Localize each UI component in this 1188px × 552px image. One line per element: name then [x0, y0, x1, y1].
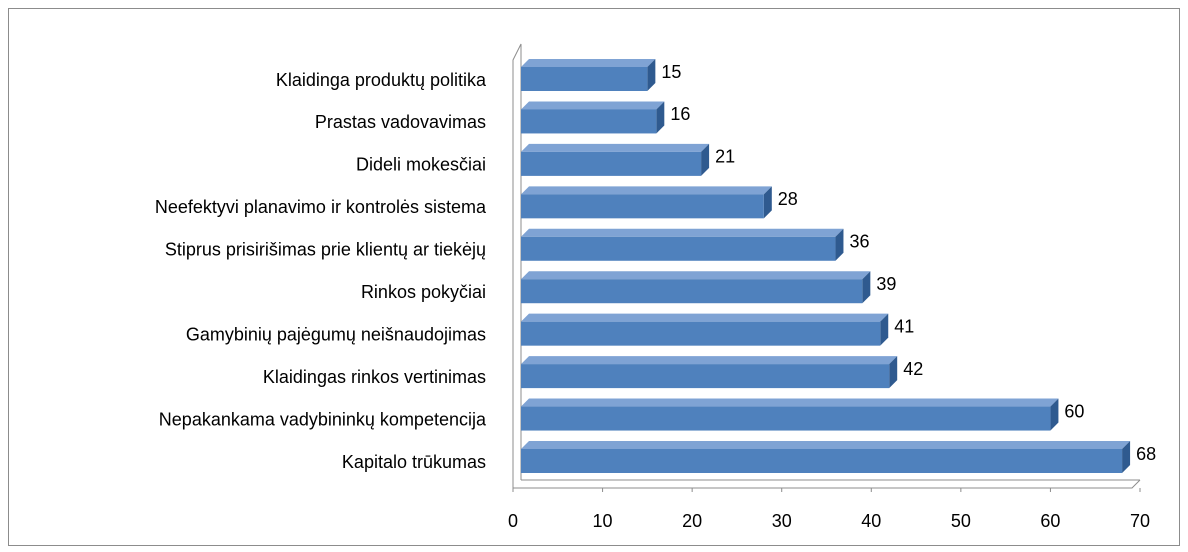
y-tick-label: Gamybinių pajėgumų neišnaudojimas — [186, 324, 486, 344]
y-tick-label: Rinkos pokyčiai — [361, 282, 486, 302]
y-tick-label: Kapitalo trūkumas — [342, 452, 486, 472]
axis-wall — [512, 43, 522, 488]
bar — [521, 59, 656, 91]
x-tick-label: 70 — [1130, 511, 1150, 531]
value-label: 42 — [903, 359, 923, 379]
x-tick-label: 40 — [861, 511, 881, 531]
y-tick-label: Nepakankama vadybininkų kompetencija — [159, 409, 487, 429]
bar — [521, 186, 772, 219]
x-tick-label: 30 — [772, 511, 792, 531]
y-tick-label: Klaidingas rinkos vertinimas — [263, 367, 486, 387]
value-label: 39 — [876, 274, 896, 294]
bar — [521, 356, 898, 389]
bar — [521, 271, 871, 304]
axis-floor — [513, 479, 1141, 489]
x-tick-label: 20 — [682, 511, 702, 531]
y-tick-label: Neefektyvi planavimo ir kontrolės sistem… — [155, 197, 487, 217]
y-tick-label: Dideli mokesčiai — [356, 155, 486, 175]
value-label: 21 — [715, 147, 735, 167]
y-tick-label: Stiprus prisirišimas prie klientų ar tie… — [165, 240, 486, 260]
bar — [521, 228, 844, 261]
value-label: 36 — [849, 232, 869, 252]
x-tick-label: 60 — [1040, 511, 1060, 531]
y-tick-label: Klaidinga produktų politika — [276, 70, 487, 90]
value-label: 41 — [894, 316, 914, 336]
bar — [521, 101, 665, 134]
y-tick-label: Prastas vadovavimas — [315, 112, 486, 132]
value-label: 60 — [1064, 401, 1084, 421]
bar — [521, 313, 889, 346]
bar — [521, 398, 1059, 431]
value-label: 15 — [661, 62, 681, 82]
value-label: 68 — [1136, 444, 1156, 464]
value-label: 16 — [670, 104, 690, 124]
bar — [521, 441, 1131, 473]
x-tick-label: 10 — [593, 511, 613, 531]
x-tick-label: 0 — [508, 511, 518, 531]
bar — [521, 143, 710, 176]
value-label: 28 — [778, 189, 798, 209]
x-tick-label: 50 — [951, 511, 971, 531]
